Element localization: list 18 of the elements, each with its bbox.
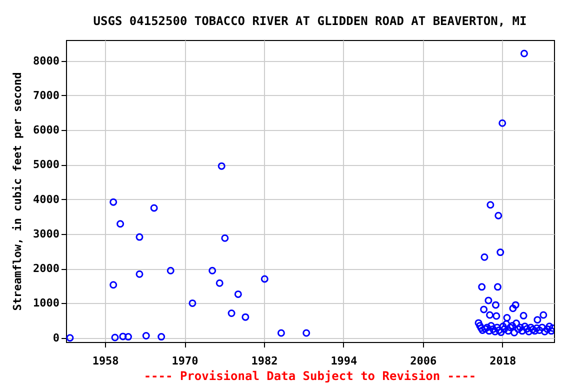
- x-tick-label: 1958: [92, 354, 119, 368]
- y-tick-label: 7000: [33, 88, 60, 102]
- y-tick-label: 8000: [33, 54, 60, 68]
- x-tick-label: 1994: [330, 354, 358, 368]
- text: ---- Provisional Data Subject to Revision ----: [144, 369, 476, 383]
- y-tick-label: 6000: [33, 124, 60, 137]
- y-tick-label: 3000: [33, 227, 60, 240]
- y-tick-label: 2000: [33, 262, 60, 276]
- y-tick-label: 1000: [33, 296, 60, 310]
- y-tick-label: 0: [52, 331, 60, 344]
- x-tick-label: 2006: [410, 354, 438, 368]
- x-tick-label: 2018: [490, 354, 516, 368]
- x-tick-label: 1982: [251, 354, 278, 368]
- chart-title: USGS 04152500 TOBACCO RIVER AT GLIDDEN ROAD AT BEAVERTON, MI: [93, 14, 527, 28]
- y-axis-title: Streamflow, in cubic feet per second: [11, 72, 24, 311]
- y-tick-label: 4000: [33, 192, 60, 206]
- y-tick-label: 5000: [33, 158, 60, 172]
- x-tick-label: 1970: [172, 354, 198, 368]
